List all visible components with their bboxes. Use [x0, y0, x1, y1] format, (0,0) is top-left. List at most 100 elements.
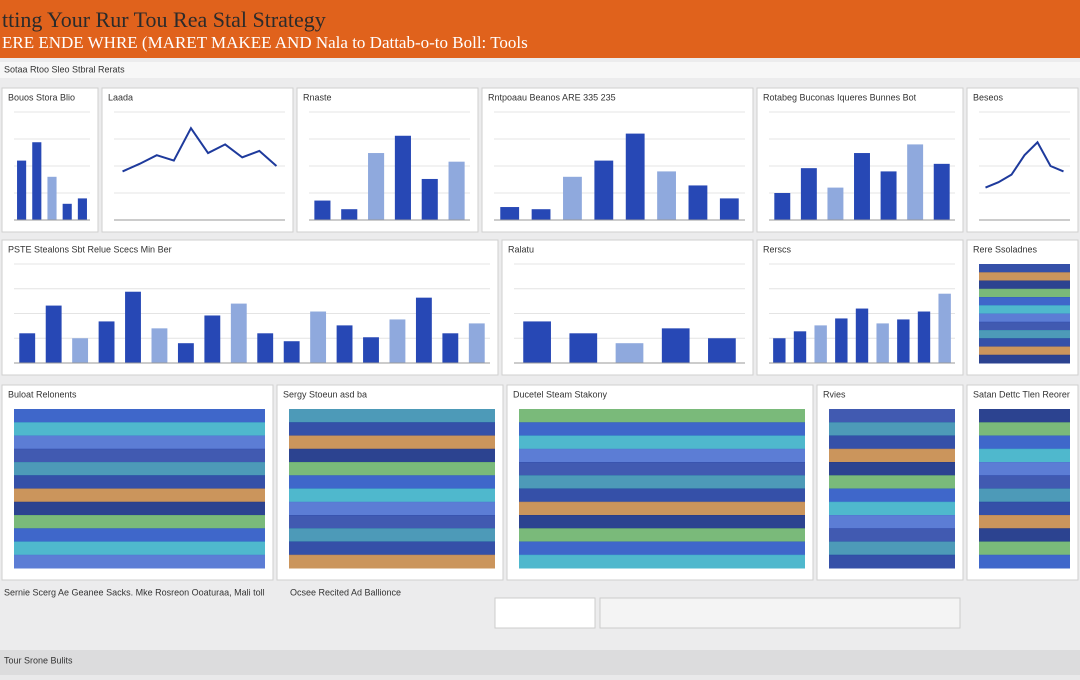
bar — [594, 160, 614, 220]
bar — [569, 333, 598, 363]
panel-title: Buloat Relonents — [8, 389, 77, 399]
panel-title: Rnaste — [303, 92, 332, 102]
panel — [101, 87, 294, 233]
panel — [966, 87, 1079, 233]
bar — [827, 187, 844, 220]
panel-title: Sergy Stoeun asd ba — [283, 389, 367, 399]
heat-row — [829, 435, 955, 450]
heat-row — [289, 462, 495, 476]
heat-row — [289, 488, 495, 503]
bar — [17, 160, 27, 220]
bar — [204, 315, 221, 363]
heat-row — [979, 541, 1070, 556]
line — [122, 126, 278, 173]
heat-row — [829, 554, 955, 569]
bar — [415, 297, 432, 363]
panel-footer — [599, 597, 961, 629]
heat-row — [289, 541, 495, 556]
heat-row — [14, 501, 265, 516]
heat-row — [979, 475, 1070, 489]
heat-row — [979, 321, 1070, 331]
bar — [897, 319, 910, 363]
bar — [230, 303, 247, 363]
bar — [363, 337, 379, 363]
heat-row — [829, 515, 955, 529]
heat-row — [829, 448, 955, 463]
heat-row — [829, 528, 955, 542]
heat-row — [979, 448, 1070, 463]
heat-row — [14, 448, 265, 463]
bar — [468, 323, 485, 363]
status-text: Tour Srone Bulits — [4, 655, 73, 665]
bar — [62, 203, 72, 220]
bar — [719, 198, 739, 220]
bar — [341, 209, 358, 220]
heat-row — [979, 528, 1070, 542]
panel-title: Rotabeg Buconas Iqueres Bunnes Bot — [763, 92, 917, 102]
heat-row — [979, 288, 1070, 298]
bar — [257, 333, 274, 363]
bar — [283, 341, 300, 363]
bar — [125, 291, 141, 363]
bar — [907, 144, 924, 220]
heat-row — [519, 448, 805, 463]
bar — [336, 325, 353, 363]
panel-title: Rvies — [823, 389, 846, 399]
heat-row — [289, 409, 495, 423]
heat-row — [519, 554, 805, 569]
heat-row — [14, 409, 265, 423]
heat-row — [979, 330, 1070, 339]
heat-row — [14, 475, 265, 489]
bar — [835, 318, 848, 363]
heat-row — [979, 297, 1070, 306]
heat-row — [14, 528, 265, 542]
bar — [563, 176, 582, 220]
bar — [98, 321, 115, 363]
heat-row — [14, 515, 265, 529]
heat-row — [979, 501, 1070, 516]
bar — [773, 338, 786, 363]
heat-row — [829, 488, 955, 503]
heat-row — [979, 409, 1070, 423]
heat-row — [519, 515, 805, 529]
heat-row — [519, 488, 805, 503]
bar — [933, 163, 950, 220]
heat-row — [519, 409, 805, 423]
bar — [814, 325, 827, 363]
heat-row — [829, 422, 955, 436]
heat-row — [519, 462, 805, 476]
bar — [531, 209, 551, 220]
heat-row — [829, 475, 955, 489]
heat-row — [829, 501, 955, 516]
heat-row — [979, 346, 1070, 356]
heat-row — [979, 305, 1070, 314]
heat-row — [289, 515, 495, 529]
heat-row — [519, 475, 805, 489]
bar — [310, 311, 327, 363]
bar — [368, 153, 385, 220]
bar — [793, 331, 807, 363]
bar — [394, 135, 411, 220]
bar — [523, 321, 551, 363]
bar — [45, 305, 62, 363]
panel-title: Beseos — [973, 92, 1004, 102]
bar — [800, 168, 817, 220]
bar — [657, 171, 676, 220]
heat-row — [289, 554, 495, 569]
bar — [77, 198, 87, 220]
heat-row — [979, 515, 1070, 529]
heat-row — [829, 541, 955, 556]
heat-row — [979, 435, 1070, 450]
input[interactable] — [494, 597, 596, 629]
heat-row — [979, 264, 1070, 273]
toolbar-text: Sotaa Rtoo Sleo Stbral Rerats — [4, 64, 125, 74]
bar — [32, 142, 42, 220]
heat-row — [979, 422, 1070, 436]
heat-row — [14, 435, 265, 450]
heat-row — [979, 313, 1070, 323]
bar — [314, 200, 331, 220]
bar — [938, 293, 951, 363]
bar — [500, 207, 520, 220]
